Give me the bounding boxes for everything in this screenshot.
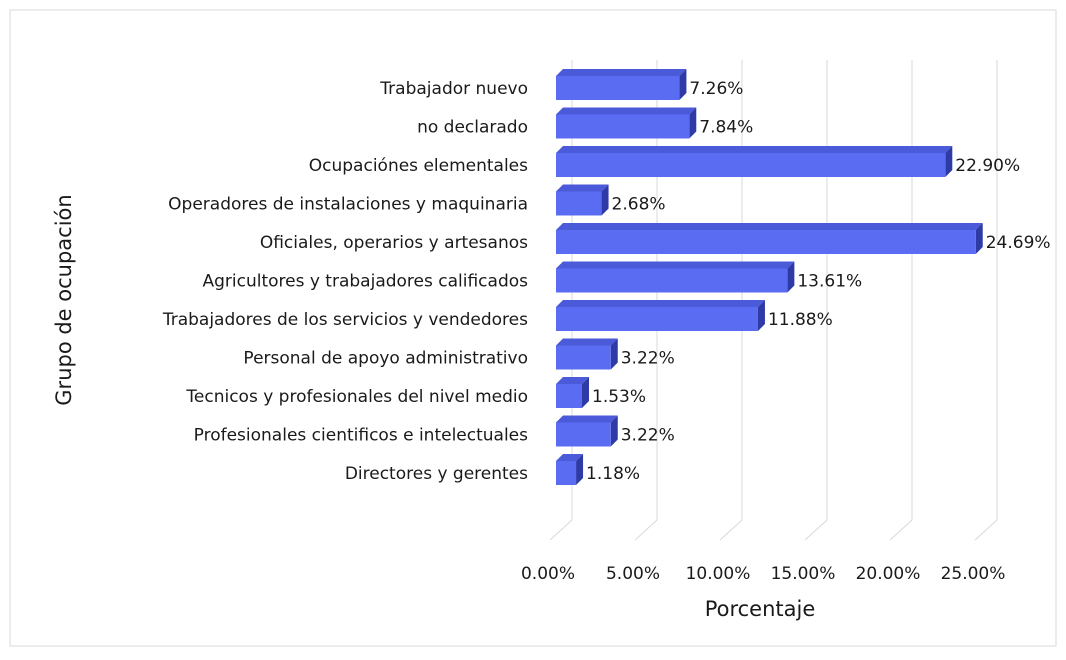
y-tick-label: Personal de apoyo administrativo bbox=[243, 349, 528, 369]
data-label: 22.90% bbox=[955, 156, 1020, 176]
bar-side bbox=[679, 69, 687, 100]
bar-side bbox=[945, 146, 953, 177]
data-label: 3.22% bbox=[621, 349, 675, 369]
bar-top bbox=[556, 454, 584, 461]
bar-top bbox=[556, 184, 609, 192]
y-axis-title: Grupo de ocupación bbox=[52, 194, 76, 405]
grid-floor-line bbox=[634, 519, 658, 541]
bar bbox=[556, 345, 611, 370]
bar-top bbox=[556, 377, 590, 384]
bar-top bbox=[556, 69, 687, 76]
bar-top bbox=[556, 223, 983, 230]
data-label: 7.84% bbox=[699, 118, 753, 138]
grid-floor-line bbox=[719, 519, 743, 541]
y-tick-label: Trabajador nuevo bbox=[379, 79, 528, 99]
x-tick-label: 20.00% bbox=[856, 564, 921, 584]
data-label: 1.53% bbox=[592, 387, 646, 407]
x-tick-label: 10.00% bbox=[686, 564, 751, 584]
bar-side bbox=[610, 338, 618, 370]
grid-floor-line bbox=[804, 519, 828, 541]
bar-side bbox=[576, 454, 584, 485]
bar-side bbox=[610, 415, 618, 447]
bar bbox=[556, 461, 577, 485]
grid-floor-line bbox=[549, 519, 573, 541]
y-tick-label: Trabajadores de los servicios y vendedor… bbox=[162, 310, 528, 330]
x-tick-label: 5.00% bbox=[606, 564, 660, 584]
x-tick-label: 15.00% bbox=[771, 564, 836, 584]
x-axis-title: Porcentaje bbox=[705, 597, 816, 621]
x-tick-label: 25.00% bbox=[941, 564, 1006, 584]
data-label: 7.26% bbox=[689, 79, 743, 99]
x-tick-label: 0.00% bbox=[521, 564, 575, 584]
bar-top bbox=[556, 261, 795, 269]
data-label: 2.68% bbox=[612, 195, 666, 215]
y-tick-label: Agricultores y trabajadores calificados bbox=[202, 272, 528, 292]
bar-top bbox=[556, 415, 618, 423]
grid-floor-line bbox=[889, 519, 913, 541]
bar-top bbox=[556, 300, 765, 307]
data-label: 11.88% bbox=[768, 310, 833, 330]
bar bbox=[556, 307, 758, 331]
bar bbox=[556, 230, 976, 254]
bar-side bbox=[975, 223, 983, 254]
y-tick-label: Profesionales cientificos e intelectuale… bbox=[194, 426, 528, 446]
bar bbox=[556, 114, 690, 139]
data-label: 3.22% bbox=[621, 426, 675, 446]
bar-side bbox=[689, 107, 697, 139]
bar-side bbox=[601, 184, 609, 216]
chart-border bbox=[9, 9, 1057, 647]
bar bbox=[556, 153, 946, 177]
data-label: 1.18% bbox=[586, 464, 640, 484]
y-tick-label: Operadores de instalaciones y maquinaria bbox=[168, 195, 528, 215]
bar bbox=[556, 384, 583, 408]
y-tick-label: Directores y gerentes bbox=[345, 464, 528, 484]
bar-top bbox=[556, 146, 953, 153]
y-tick-label: Tecnicos y profesionales del nivel medio bbox=[185, 387, 528, 407]
bar-side bbox=[787, 261, 795, 293]
bar bbox=[556, 268, 788, 293]
bar-top bbox=[556, 107, 697, 115]
y-tick-label: Ocupaciónes elementales bbox=[309, 156, 528, 176]
data-label: 13.61% bbox=[797, 272, 862, 292]
y-tick-label: no declarado bbox=[417, 118, 528, 138]
bar-side bbox=[582, 377, 590, 408]
y-tick-label: Oficiales, operarios y artesanos bbox=[260, 233, 528, 253]
bar bbox=[556, 76, 680, 100]
data-label: 24.69% bbox=[986, 233, 1051, 253]
bar bbox=[556, 422, 611, 447]
bar bbox=[556, 191, 602, 216]
bar-top bbox=[556, 338, 618, 346]
bar-side bbox=[757, 300, 765, 331]
grid-floor-line bbox=[974, 519, 998, 541]
